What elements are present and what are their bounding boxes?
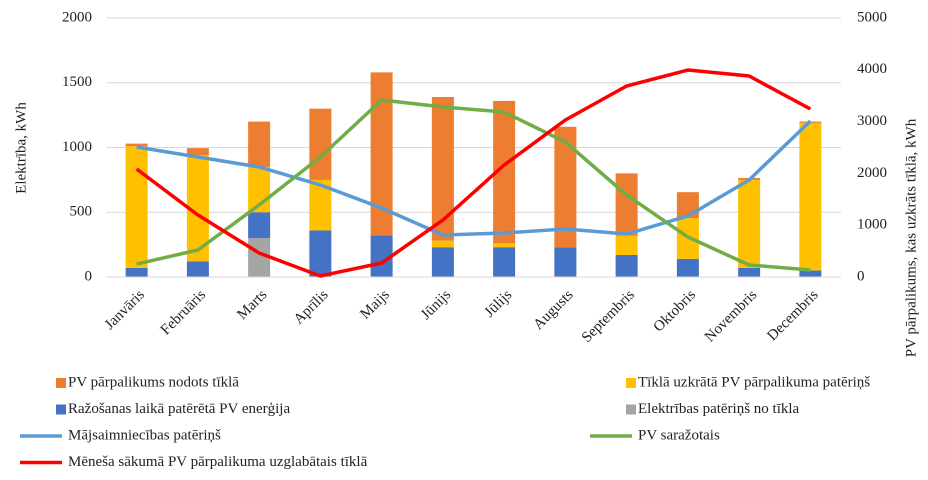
bar-segment: [615, 235, 638, 255]
bar-segment: [186, 155, 209, 262]
bar-segment: [676, 258, 699, 277]
y2-tick-label: 5000: [857, 9, 887, 25]
bar-segment: [554, 247, 577, 277]
y-axis-title: Elektrība, kWh: [13, 102, 29, 194]
bar-segment: [738, 179, 761, 268]
y2-axis-title: PV pārpalikums, kas uzkrāts tīklā, kWh: [903, 118, 919, 357]
x-tick-label: Maijs: [357, 287, 393, 323]
y2-tick-label: 3000: [857, 113, 887, 129]
bar-segment: [493, 243, 516, 248]
legend-swatch: [626, 404, 636, 415]
bar-segment: [125, 143, 148, 147]
x-tick-label: Marts: [234, 287, 270, 323]
y-tick-label: 500: [70, 204, 93, 220]
y-tick-label: 1000: [62, 139, 92, 155]
y2-tick-label: 0: [857, 268, 865, 284]
legend-swatch: [56, 378, 66, 388]
bar-segment: [309, 108, 332, 180]
y-tick-label: 1500: [62, 74, 92, 90]
bar-segment: [615, 254, 638, 277]
bar-segment: [309, 230, 332, 277]
x-tick-label: Augusts: [531, 287, 577, 333]
line-series: [136, 119, 812, 237]
y2-tick-label: 2000: [857, 165, 887, 181]
bar-segment: [248, 212, 271, 239]
bar-segment: [431, 247, 454, 277]
legend-label: Ražošanas laikā patērētā PV enerģija: [68, 401, 290, 417]
legend-label: Mēneša sākumā PV pārpalikuma uzglabātais…: [68, 454, 368, 470]
bar-segment: [493, 100, 516, 244]
bar-segment: [431, 240, 454, 248]
x-tick-label: Jūnijs: [418, 287, 454, 323]
x-tick-label: Februāris: [158, 287, 209, 338]
legend-label: Mājsaimniecības patēriņš: [68, 427, 221, 443]
bar-segment: [799, 270, 822, 277]
bar-segment: [431, 96, 454, 241]
line-series: [136, 98, 811, 272]
x-tick-label: Decembris: [764, 287, 821, 344]
x-tick-label: Aprīlis: [291, 287, 332, 328]
y-tick-label: 2000: [62, 9, 92, 25]
bar-segment: [125, 146, 148, 268]
legend-swatch: [626, 378, 636, 388]
bar-segment: [554, 126, 577, 248]
bar-segment: [738, 267, 761, 277]
bar-segment: [186, 261, 209, 277]
y2-tick-label: 1000: [857, 217, 887, 233]
legend-label: PV pārpalikums nodots tīklā: [68, 374, 239, 390]
legend-label: Tīklā uzkrātā PV pārpalikuma patēriņš: [638, 374, 870, 390]
bar-segment: [370, 235, 393, 277]
bar-segment: [493, 247, 516, 277]
x-tick-label: Oktobris: [651, 287, 700, 336]
x-tick-label: Septembris: [579, 287, 638, 346]
bar-segment: [186, 148, 209, 156]
x-tick-label: Janvāris: [102, 287, 148, 333]
bar-segment: [615, 173, 638, 236]
bar-segment: [248, 121, 271, 167]
y-tick-label: 0: [85, 268, 93, 284]
x-tick-label: Jūlijs: [482, 287, 516, 321]
bar-segment: [799, 122, 822, 271]
legend-label: PV saražotais: [638, 427, 720, 443]
legend-swatch: [56, 404, 66, 415]
bar-segment: [370, 72, 393, 236]
legend-label: Elektrības patēriņš no tīkla: [638, 401, 800, 417]
bar-segment: [125, 267, 148, 277]
bar-segment: [309, 179, 332, 231]
x-tick-label: Novembris: [702, 287, 761, 346]
line-series: [135, 68, 812, 278]
y2-tick-label: 4000: [857, 61, 887, 77]
